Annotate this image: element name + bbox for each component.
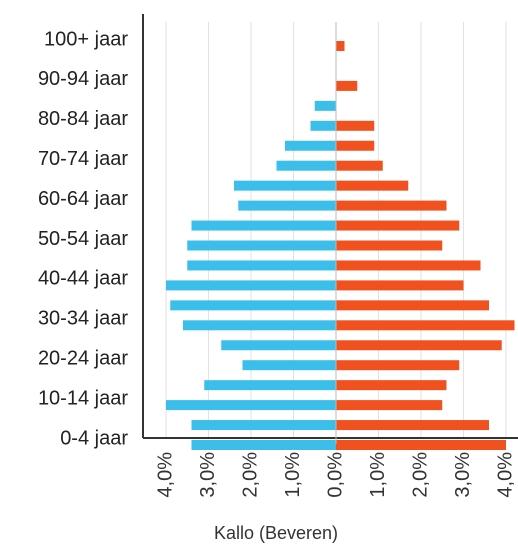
y-label: 100+ jaar <box>44 28 128 50</box>
bar-right-11 <box>336 260 481 271</box>
bar-right-7 <box>336 180 409 191</box>
bar-right-6 <box>336 160 383 171</box>
bar-right-10 <box>336 240 443 251</box>
x-tick-label-3: 1,0% <box>282 452 304 498</box>
axes <box>142 14 518 444</box>
y-label: 20-24 jaar <box>38 347 128 369</box>
y-axis-labels: 100+ jaar 90-94 jaar 80-84 jaar 70-74 jaar 6… <box>38 28 128 449</box>
bar-left-12 <box>166 280 336 291</box>
bar-left-10 <box>187 240 336 251</box>
x-tick-label-4: 0,0% <box>324 452 346 498</box>
bar-left-5 <box>285 140 336 151</box>
bar-right-13 <box>336 300 489 311</box>
bar-right-16 <box>336 360 460 371</box>
bar-left-19 <box>191 420 336 431</box>
bar-right-14 <box>336 320 515 331</box>
x-tick-label-5: 1,0% <box>367 452 389 498</box>
bar-left-18 <box>166 400 336 411</box>
x-tick-label-8: 4,0% <box>494 452 516 498</box>
bar-left-11 <box>187 260 336 271</box>
bar-left-17 <box>204 380 336 391</box>
bar-right-2 <box>336 80 358 91</box>
x-tick-label-6: 2,0% <box>409 452 431 498</box>
bar-left-20 <box>191 440 336 450</box>
bar-right-15 <box>336 340 502 351</box>
y-label: 70-74 jaar <box>38 148 128 170</box>
y-label: 10-14 jaar <box>38 387 128 409</box>
bar-left-15 <box>221 340 336 351</box>
y-label: 0-4 jaar <box>60 427 128 449</box>
chart-title: Kallo (Beveren) <box>214 523 338 543</box>
bar-right-18 <box>336 400 443 411</box>
x-tick-label-7: 3,0% <box>452 452 474 498</box>
bar-left-8 <box>238 200 336 211</box>
bars <box>166 41 515 450</box>
bar-left-4 <box>310 120 336 131</box>
bar-left-7 <box>234 180 336 191</box>
bar-left-16 <box>242 360 336 371</box>
bar-right-5 <box>336 140 375 151</box>
bar-right-4 <box>336 120 375 131</box>
y-label: 80-84 jaar <box>38 108 128 130</box>
bar-right-8 <box>336 200 447 211</box>
x-axis-labels: 4,0% 3,0% 2,0% 1,0% 0,0% 1,0% 2,0% 3,0% 4,0% <box>154 452 516 498</box>
bar-right-19 <box>336 420 489 431</box>
x-tick-label-1: 3,0% <box>197 452 219 498</box>
bar-right-9 <box>336 220 460 231</box>
x-tick-label-0: 4,0% <box>154 452 176 498</box>
y-label: 30-34 jaar <box>38 308 128 330</box>
y-label: 60-64 jaar <box>38 188 128 210</box>
bar-left-9 <box>191 220 336 231</box>
x-tick-label-2: 2,0% <box>239 452 261 498</box>
bar-right-17 <box>336 380 447 391</box>
y-label: 50-54 jaar <box>38 228 128 250</box>
bar-left-13 <box>170 300 336 311</box>
y-label: 40-44 jaar <box>38 268 128 290</box>
bar-right-12 <box>336 280 464 291</box>
bar-right-0 <box>336 41 345 51</box>
bar-right-20 <box>336 440 506 450</box>
bar-left-14 <box>183 320 336 331</box>
bar-left-3 <box>314 100 336 111</box>
bar-left-6 <box>276 160 336 171</box>
y-label: 90-94 jaar <box>38 68 128 90</box>
